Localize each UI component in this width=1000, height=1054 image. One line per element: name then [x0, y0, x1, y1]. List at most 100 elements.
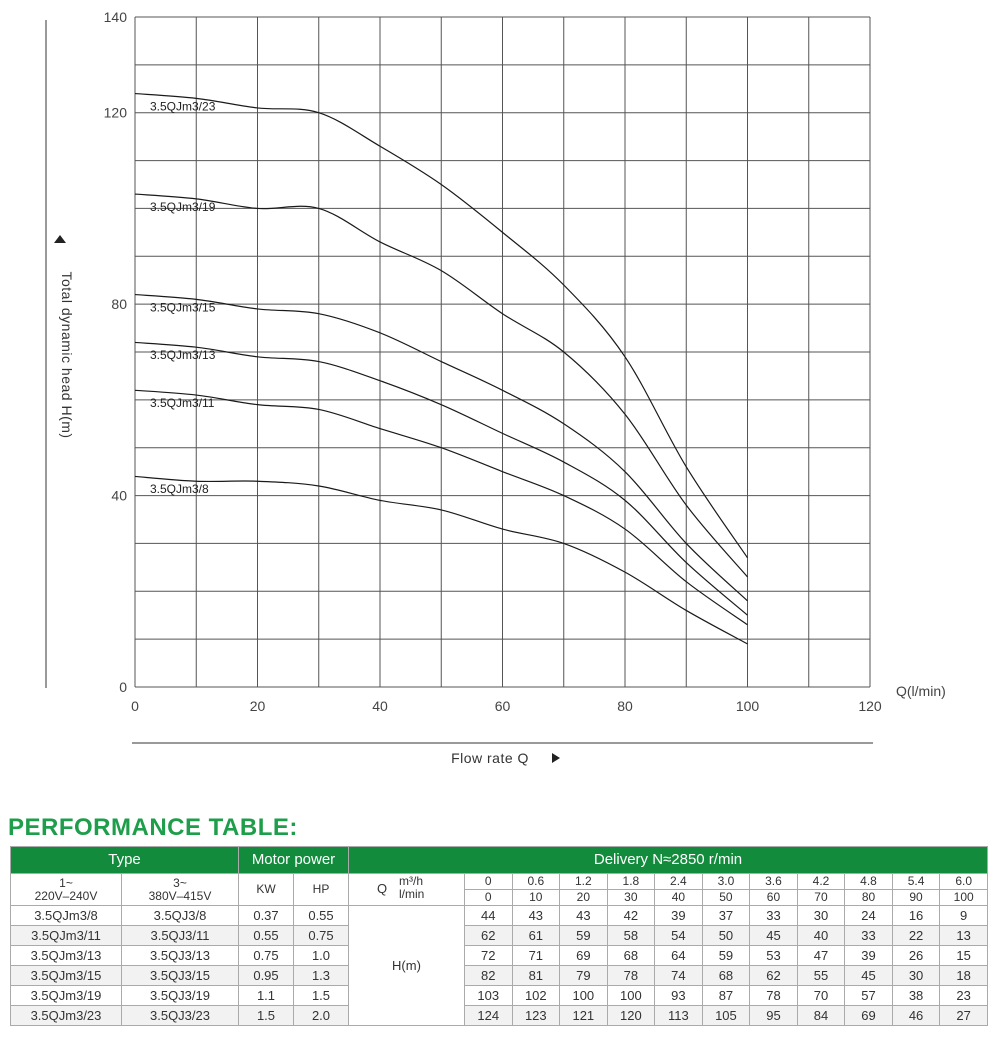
hp-value: 1.3 — [293, 965, 349, 986]
m3h-value: 2.4 — [654, 873, 703, 890]
head-value: 13 — [939, 925, 988, 946]
lmin-value: 30 — [606, 889, 656, 906]
chart-curves — [134, 92, 748, 645]
m3h-value: 1.2 — [559, 873, 608, 890]
series-line — [134, 193, 748, 578]
head-value: 39 — [654, 905, 703, 926]
head-value: 26 — [891, 945, 941, 966]
x-unit-label: Q(l/min) — [896, 683, 946, 699]
table-row: 3.5QJm3/15 3.5QJ3/15 0.95 1.3 82 81 79 78 74 68 62… — [10, 965, 988, 986]
series-label: 3.5QJm3/11 — [150, 396, 215, 410]
m3h-value: 0.6 — [511, 873, 561, 890]
table-row: 3.5QJm3/8 3.5QJ3/8 0.37 0.55 H(m) 44 43 43 42 39 3… — [10, 905, 988, 1026]
hp-value: 0.55 — [293, 905, 349, 926]
table-subheader-row: 1~ 220V–240V 3~ 380V–415V KW HP Q m³/h l… — [10, 873, 988, 906]
table-subheader-row-lmin: 0 10 20 30 40 50 60 70 80 90 100 — [11, 889, 988, 906]
head-value: 59 — [559, 925, 608, 946]
lmin-value: 20 — [559, 889, 608, 906]
head-value: 53 — [749, 945, 798, 966]
head-value: 43 — [559, 905, 608, 926]
three-phase-type: 3.5QJ3/15 — [121, 965, 239, 986]
series-label: 3.5QJm3/15 — [150, 300, 216, 314]
three-phase-type: 3.5QJ3/13 — [121, 945, 239, 966]
single-phase-type: 3.5QJm3/19 — [10, 985, 122, 1006]
y-axis-title: Total dynamic head H(m) — [59, 271, 75, 438]
three-phase-voltage: 380V–415V — [148, 888, 212, 903]
single-phase-type: 3.5QJm3/15 — [10, 965, 122, 986]
single-phase-header: 1~ 220V–240V — [10, 873, 122, 906]
series-line — [134, 475, 748, 645]
three-phase-header: 3~ 380V–415V — [121, 873, 239, 906]
head-value: 124 — [464, 1005, 513, 1026]
head-value: 38 — [891, 985, 941, 1006]
single-phase-type: 3.5QJm3/23 — [10, 1005, 122, 1026]
lmin-value: 10 — [511, 889, 561, 906]
head-value: 100 — [559, 985, 608, 1006]
chart-ticks: 0 20 40 60 80 100 120 0 40 80 120 140 — [104, 9, 882, 714]
unit-m3h: m³/h — [399, 874, 423, 888]
head-value: 62 — [749, 965, 798, 986]
hp-value: 1.5 — [293, 985, 349, 1006]
q-symbol: Q — [377, 881, 388, 896]
m3h-value: 0 — [464, 873, 513, 890]
head-value: 45 — [749, 925, 798, 946]
x-tick-label: 0 — [131, 698, 139, 714]
q-units: m³/h l/min — [399, 875, 424, 901]
head-value: 30 — [891, 965, 941, 986]
m3h-value: 6.0 — [939, 873, 988, 890]
series-label: 3.5QJm3/19 — [150, 200, 216, 214]
head-value: 113 — [654, 1005, 703, 1026]
x-tick-label: 60 — [495, 698, 511, 714]
x-axis-arrow-icon — [552, 753, 560, 763]
head-value: 33 — [844, 925, 893, 946]
head-value: 33 — [749, 905, 798, 926]
head-value: 16 — [891, 905, 941, 926]
y-tick-label: 40 — [111, 488, 127, 504]
head-value: 42 — [606, 905, 656, 926]
head-value: 120 — [606, 1005, 656, 1026]
head-value: 100 — [606, 985, 656, 1006]
hp-value: 1.0 — [293, 945, 349, 966]
lmin-value: 100 — [939, 889, 988, 906]
head-value: 43 — [511, 905, 561, 926]
y-axis-arrow-icon — [54, 235, 66, 243]
table-row: 3.5QJm3/23 3.5QJ3/23 1.5 2.0 124 123 121 120 113… — [10, 1005, 988, 1026]
q-unit-header: Q m³/h l/min — [348, 873, 465, 906]
h-unit-label: H(m) — [348, 905, 465, 1026]
kw-value: 0.75 — [238, 945, 294, 966]
series-label: 3.5QJm3/23 — [150, 99, 216, 113]
head-value: 72 — [464, 945, 513, 966]
x-tick-label: 120 — [858, 698, 882, 714]
x-tick-label: 40 — [372, 698, 388, 714]
head-value: 64 — [654, 945, 703, 966]
m3h-value: 1.8 — [606, 873, 656, 890]
lmin-value: 90 — [891, 889, 941, 906]
head-value: 18 — [939, 965, 988, 986]
delivery-header: Delivery N≈2850 r/min — [348, 846, 988, 874]
head-value: 47 — [796, 945, 846, 966]
head-value: 71 — [511, 945, 561, 966]
unit-lmin: l/min — [399, 887, 425, 901]
series-line — [134, 92, 748, 559]
single-phase-type: 3.5QJm3/8 — [10, 905, 122, 926]
type-header: Type — [10, 846, 239, 874]
head-value: 37 — [701, 905, 751, 926]
m3h-value: 4.2 — [796, 873, 846, 890]
single-phase-symbol: 1~ — [59, 875, 73, 890]
three-phase-type: 3.5QJ3/11 — [121, 925, 239, 946]
head-value: 82 — [464, 965, 513, 986]
single-phase-type: 3.5QJm3/13 — [10, 945, 122, 966]
head-value: 59 — [701, 945, 751, 966]
y-tick-label: 140 — [104, 9, 128, 25]
head-value: 105 — [701, 1005, 751, 1026]
head-value: 74 — [654, 965, 703, 986]
head-value: 69 — [844, 1005, 893, 1026]
head-value: 24 — [844, 905, 893, 926]
head-value: 57 — [844, 985, 893, 1006]
lmin-value: 40 — [654, 889, 703, 906]
head-value: 68 — [606, 945, 656, 966]
y-tick-label: 80 — [111, 296, 127, 312]
head-value: 123 — [511, 1005, 561, 1026]
kw-value: 0.55 — [238, 925, 294, 946]
